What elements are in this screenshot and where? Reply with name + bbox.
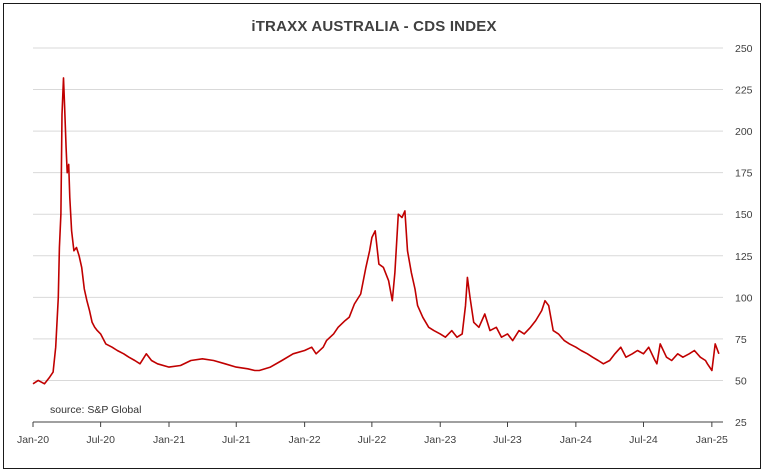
source-annotation: source: S&P Global [50,404,141,416]
y-tick-label: 25 [735,417,747,429]
y-tick-label: 125 [735,251,753,263]
y-tick-label: 200 [735,126,753,138]
x-tick-label: Jan-22 [289,434,321,446]
y-tick-label: 50 [735,375,747,387]
gridlines [33,47,723,381]
chart-title: iTRAXX AUSTRALIA - CDS INDEX [251,18,497,35]
x-tick-label: Jan-25 [696,434,728,446]
cds-index-line [32,77,720,385]
x-tick-label: Jul-23 [493,434,522,446]
x-tick-label: Jan-24 [560,434,592,446]
y-tick-label: 250 [735,43,753,55]
x-tick-label: Jul-24 [629,434,658,446]
y-tick-label: 225 [735,85,753,97]
y-tick-label: 150 [735,209,753,221]
y-axis-ticks: 25 50 75 100 125 150 175 200 225 250 [735,43,753,429]
y-tick-label: 175 [735,168,753,180]
y-tick-label: 75 [735,334,747,346]
x-tick-label: Jan-23 [424,434,456,446]
x-tick-label: Jul-22 [358,434,387,446]
x-tick-label: Jul-21 [222,434,251,446]
y-tick-label: 100 [735,292,753,304]
chart-frame [3,3,761,469]
x-tick-label: Jan-21 [153,434,185,446]
x-tick-label: Jul-20 [86,434,115,446]
x-axis: Jan-20 Jul-20 Jan-21 Jul-21 Jan-22 Jul-22 Jan-… [17,421,728,446]
x-tick-label: Jan-20 [17,434,49,446]
